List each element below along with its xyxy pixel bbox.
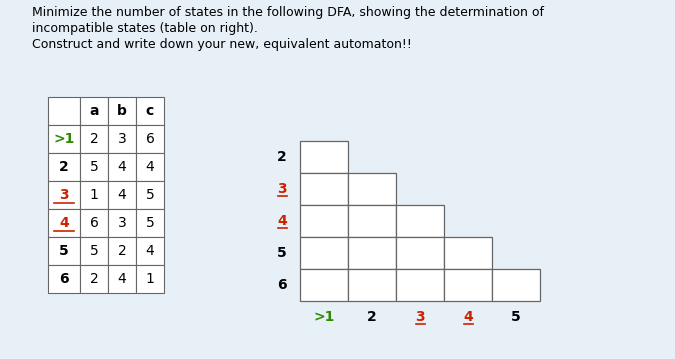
Bar [492,269,540,301]
Text: >1: >1 [53,132,75,146]
Bar [136,125,164,153]
Text: 5: 5 [277,246,287,260]
Text: 6: 6 [146,132,155,146]
Bar [108,265,136,293]
Bar [136,265,164,293]
Text: 3: 3 [117,216,126,230]
Bar [80,181,108,209]
Bar [108,153,136,181]
Text: 4: 4 [463,310,473,324]
Text: >1: >1 [313,310,335,324]
Bar [108,209,136,237]
Bar [48,181,80,209]
Bar [136,153,164,181]
Bar [444,237,492,269]
Bar [80,265,108,293]
Bar [300,269,348,301]
Bar [108,181,136,209]
Text: incompatible states (table on right).: incompatible states (table on right). [32,22,258,35]
Text: 5: 5 [511,310,521,324]
Bar [348,205,396,237]
Text: 1: 1 [90,188,99,202]
Text: Construct and write down your new, equivalent automaton!!: Construct and write down your new, equiv… [32,38,412,51]
Bar [300,205,348,237]
Text: 4: 4 [277,214,287,228]
Bar [136,181,164,209]
Bar [48,209,80,237]
Text: 4: 4 [117,272,126,286]
Bar [80,125,108,153]
Bar [396,269,444,301]
Text: 5: 5 [90,160,99,174]
Text: c: c [146,104,154,118]
Text: a: a [89,104,99,118]
Bar [108,125,136,153]
Text: 6: 6 [277,278,287,292]
Text: 5: 5 [59,244,69,258]
Bar [80,237,108,265]
Text: 2: 2 [277,150,287,164]
Bar [300,173,348,205]
Text: 6: 6 [90,216,99,230]
Text: 4: 4 [146,244,155,258]
Bar [48,125,80,153]
Bar [348,173,396,205]
Bar [348,237,396,269]
Text: 5: 5 [146,216,155,230]
Text: 4: 4 [146,160,155,174]
Bar [136,237,164,265]
Text: b: b [117,104,127,118]
Text: 1: 1 [146,272,155,286]
Bar [300,237,348,269]
Bar [136,209,164,237]
Text: 2: 2 [90,272,99,286]
Bar [396,205,444,237]
Bar [108,237,136,265]
Bar [48,265,80,293]
Text: 3: 3 [415,310,425,324]
Text: 4: 4 [117,160,126,174]
Bar [80,97,108,125]
Bar [48,97,80,125]
Bar [136,97,164,125]
Text: 2: 2 [367,310,377,324]
Text: 5: 5 [90,244,99,258]
Bar [80,153,108,181]
Bar [48,237,80,265]
Text: 3: 3 [59,188,69,202]
Bar [48,153,80,181]
Text: 3: 3 [117,132,126,146]
Bar [300,141,348,173]
Bar [80,209,108,237]
Text: Minimize the number of states in the following DFA, showing the determination of: Minimize the number of states in the fol… [32,6,544,19]
Bar [396,237,444,269]
Text: 3: 3 [277,182,287,196]
Text: 5: 5 [146,188,155,202]
Bar [348,269,396,301]
Text: 2: 2 [117,244,126,258]
Bar [444,269,492,301]
Text: 2: 2 [90,132,99,146]
Text: 4: 4 [117,188,126,202]
Text: 2: 2 [59,160,69,174]
Text: 4: 4 [59,216,69,230]
Text: 6: 6 [59,272,69,286]
Bar [108,97,136,125]
